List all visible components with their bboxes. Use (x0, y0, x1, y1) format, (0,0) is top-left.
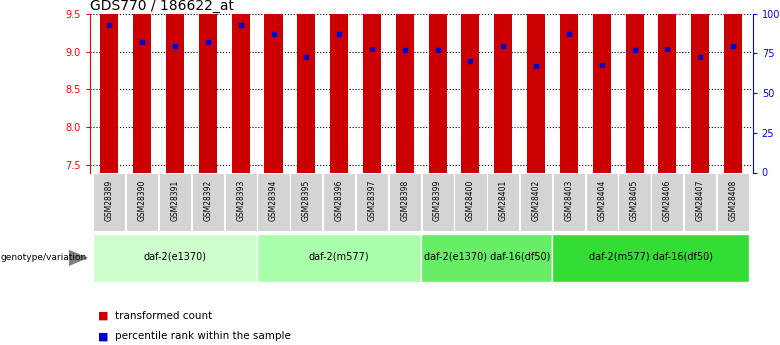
Text: GSM28394: GSM28394 (269, 180, 278, 221)
Text: GSM28399: GSM28399 (433, 180, 442, 221)
Bar (225, 173, 257, 230)
Text: transformed count: transformed count (115, 311, 212, 321)
Bar (691, 0, 709, 172)
Bar (133, 0, 151, 172)
Bar (421, 234, 552, 282)
Bar (192, 173, 224, 230)
Bar (159, 173, 191, 230)
Bar (488, 173, 519, 230)
Bar (330, 0, 348, 172)
Bar (257, 234, 421, 282)
Bar (257, 173, 289, 230)
Text: GSM28392: GSM28392 (204, 180, 212, 221)
Bar (101, 0, 119, 172)
Bar (94, 173, 126, 230)
Text: daf-2(e1370): daf-2(e1370) (144, 252, 207, 262)
Bar (395, 0, 414, 172)
Text: GSM28396: GSM28396 (335, 180, 344, 221)
Bar (297, 0, 315, 172)
Bar (684, 173, 716, 230)
Text: GSM28389: GSM28389 (105, 180, 114, 221)
Text: percentile rank within the sample: percentile rank within the sample (115, 332, 290, 341)
Text: genotype/variation: genotype/variation (1, 253, 87, 263)
Text: GSM28400: GSM28400 (466, 180, 475, 221)
Text: GSM28395: GSM28395 (302, 180, 310, 221)
Bar (658, 0, 676, 172)
Bar (651, 173, 683, 230)
Bar (428, 0, 447, 172)
Bar (462, 0, 480, 172)
Bar (520, 173, 552, 230)
Text: GSM28406: GSM28406 (663, 180, 672, 221)
Bar (356, 173, 388, 230)
Bar (495, 0, 512, 172)
Bar (388, 173, 421, 230)
Bar (560, 0, 578, 172)
Text: GSM28402: GSM28402 (532, 180, 541, 221)
Bar (421, 173, 454, 230)
Text: GSM28397: GSM28397 (367, 180, 377, 221)
Text: daf-2(e1370) daf-16(df50): daf-2(e1370) daf-16(df50) (424, 252, 550, 262)
Bar (264, 0, 282, 172)
Text: GSM28403: GSM28403 (565, 180, 573, 221)
Bar (527, 0, 545, 172)
Bar (199, 0, 217, 172)
Text: GSM28393: GSM28393 (236, 180, 245, 221)
Bar (290, 173, 322, 230)
Bar (363, 0, 381, 172)
Bar (553, 173, 585, 230)
Text: daf-2(m577): daf-2(m577) (309, 252, 370, 262)
Text: GSM28407: GSM28407 (696, 180, 704, 221)
Bar (232, 0, 250, 172)
Text: GSM28404: GSM28404 (597, 180, 606, 221)
Text: daf-2(m577) daf-16(df50): daf-2(m577) daf-16(df50) (589, 252, 713, 262)
Text: GSM28408: GSM28408 (729, 180, 738, 221)
Bar (626, 0, 644, 172)
Bar (166, 0, 184, 172)
Bar (93, 234, 257, 282)
Bar (619, 173, 651, 230)
Text: GSM28391: GSM28391 (171, 180, 179, 221)
Bar (717, 173, 749, 230)
Bar (126, 173, 158, 230)
Text: GSM28401: GSM28401 (498, 180, 508, 221)
Text: ■: ■ (98, 332, 108, 341)
Bar (593, 0, 611, 172)
Polygon shape (69, 250, 88, 266)
Bar (586, 173, 618, 230)
Text: GSM28398: GSM28398 (400, 180, 410, 221)
Bar (552, 234, 750, 282)
Text: GDS770 / 186622_at: GDS770 / 186622_at (90, 0, 234, 13)
Bar (323, 173, 355, 230)
Bar (724, 0, 742, 172)
Text: GSM28390: GSM28390 (138, 180, 147, 221)
Text: GSM28405: GSM28405 (630, 180, 639, 221)
Text: ■: ■ (98, 311, 108, 321)
Bar (454, 173, 487, 230)
